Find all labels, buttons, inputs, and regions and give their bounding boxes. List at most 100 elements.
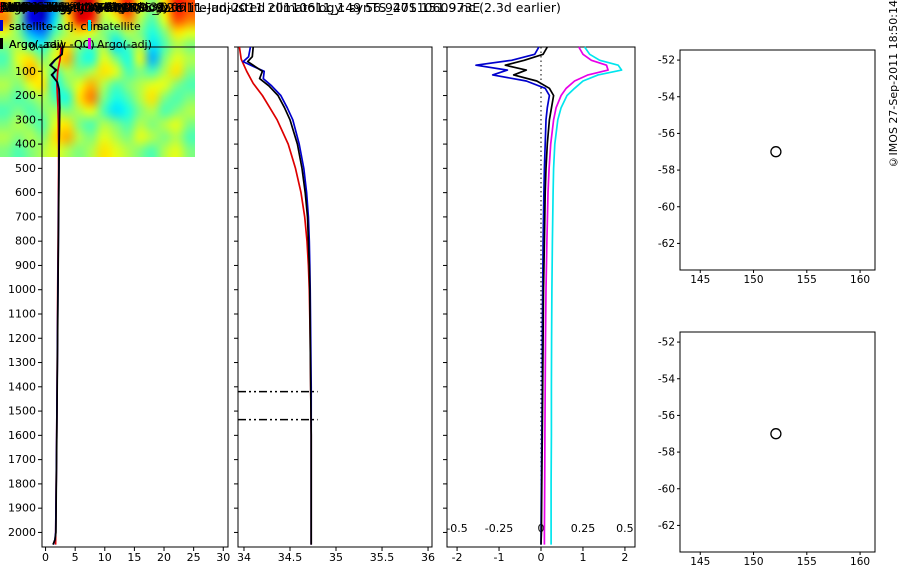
lon-tick-label: 150 bbox=[744, 556, 764, 568]
legend-column-header: temperature bbox=[0, 2, 70, 15]
legend-label: climatology bbox=[9, 2, 73, 15]
lat-tick-label: -52 bbox=[658, 337, 675, 349]
imos-copyright: ©IMOS 27-Sep-2011 18:50:14 bbox=[887, 0, 900, 169]
legend-column-header: salinity bbox=[88, 2, 128, 15]
x-tick-label: 34.5 bbox=[278, 551, 303, 564]
curve-argo-adj-s-diff bbox=[543, 46, 609, 545]
depth-tick-label: 800 bbox=[15, 235, 36, 248]
depth-tick-label: 1500 bbox=[8, 405, 36, 418]
depth-tick-label: 400 bbox=[15, 138, 36, 151]
sdiff-tick-label: 0.5 bbox=[616, 522, 634, 535]
legend-label: Argo(-adj) bbox=[97, 38, 152, 51]
lat-tick-label: -56 bbox=[658, 410, 675, 422]
legend-item: Argo(-adj) bbox=[88, 36, 152, 54]
depth-tick-label: 1700 bbox=[8, 453, 36, 466]
depth-tick-label: 100 bbox=[15, 65, 36, 78]
argo-float-position-marker bbox=[770, 146, 782, 158]
depth-tick-label: 1900 bbox=[8, 502, 36, 515]
x-tick-label: 36 bbox=[421, 551, 435, 564]
temperature-profile-frame bbox=[41, 46, 229, 548]
curve-climatology bbox=[238, 46, 313, 545]
lon-tick-label: 150 bbox=[744, 274, 764, 286]
lat-tick-label: -62 bbox=[658, 520, 675, 532]
salinity-profile-frame bbox=[237, 46, 433, 548]
temperature-axis-label: temperature (deg C) bbox=[0, 0, 119, 14]
argo-s-swatch bbox=[88, 38, 91, 49]
legend-item: Argo(-adj) bbox=[0, 36, 88, 54]
lon-tick-label: 155 bbox=[797, 556, 817, 568]
curve-argo-raw-qc- bbox=[49, 46, 64, 545]
x-tick-label: 5 bbox=[72, 551, 79, 564]
x-tick-label: 2 bbox=[621, 551, 628, 564]
salinity-axis-label: salinity bbox=[0, 0, 42, 14]
depth-tick-label: 1200 bbox=[8, 332, 36, 345]
legend-label: climatology bbox=[9, 2, 73, 15]
argo-t-swatch bbox=[0, 38, 3, 49]
sdiff-tick-label: 0.25 bbox=[571, 522, 596, 535]
x-tick-label: 1 bbox=[579, 551, 586, 564]
lat-tick-label: -54 bbox=[658, 91, 675, 103]
legend-item: climatology bbox=[0, 0, 107, 18]
lat-tick-label: -58 bbox=[658, 447, 675, 459]
depth-tick-label: 600 bbox=[15, 186, 36, 199]
x-tick-label: -1 bbox=[494, 551, 505, 564]
legend-label: satellite-adj. clim. bbox=[9, 20, 107, 33]
x-tick-label: 20 bbox=[157, 551, 171, 564]
depth-tick-label: 2000 bbox=[8, 526, 36, 539]
sdiff-tick-label: -0.5 bbox=[446, 522, 467, 535]
depth-tick-label: 900 bbox=[15, 259, 36, 272]
lon-tick-label: 155 bbox=[797, 274, 817, 286]
lat-tick-label: -60 bbox=[658, 201, 675, 213]
depth-tick-label: 1400 bbox=[8, 380, 36, 393]
lat-tick-label: -56 bbox=[658, 128, 675, 140]
depth-tick-label: 500 bbox=[15, 162, 36, 175]
depth-tick-label: 1800 bbox=[8, 477, 36, 490]
lon-tick-label: 145 bbox=[690, 274, 710, 286]
legend-label: Argo(..raw -QC) bbox=[9, 38, 95, 51]
pi-jamstec-annotation: PI: JAMSTEC bbox=[0, 0, 66, 13]
legend-label: satellite bbox=[97, 20, 141, 33]
jargo-annotation: J-ARGO bbox=[0, 0, 39, 13]
lon-tick-label: 160 bbox=[850, 274, 870, 286]
x-tick-label: 10 bbox=[98, 551, 112, 564]
legend-label: satellite-adj. clim. bbox=[9, 20, 107, 33]
depth-tick-label: 1100 bbox=[8, 307, 36, 320]
x-tick-label: 35 bbox=[329, 551, 343, 564]
legend-label: Argo(-adj) bbox=[9, 38, 64, 51]
lon-tick-label: 160 bbox=[850, 556, 870, 568]
depth-tick-label: 0 bbox=[29, 41, 36, 54]
lon-tick-label: 145 bbox=[690, 556, 710, 568]
x-tick-label: 34 bbox=[237, 551, 251, 564]
depth-tick-label: 1300 bbox=[8, 356, 36, 369]
depth-tick-label: 1000 bbox=[8, 283, 36, 296]
altimetric-sla-map-frame bbox=[679, 331, 876, 553]
lat-tick-label: -58 bbox=[658, 165, 675, 177]
lat-tick-label: -62 bbox=[658, 238, 675, 250]
curve-satellite-t-diff bbox=[475, 46, 551, 545]
x-tick-label: 0 bbox=[42, 551, 49, 564]
temperature-panel-legend: climatology satellite-adj. clim. Argo(..… bbox=[0, 0, 107, 54]
depth-tick-label: 200 bbox=[15, 89, 36, 102]
lat-tick-label: -52 bbox=[658, 55, 675, 67]
legend-item: satellite bbox=[0, 18, 88, 36]
depth-tick-label: 1600 bbox=[8, 429, 36, 442]
x-tick-label: 15 bbox=[127, 551, 141, 564]
climatology-line-swatch bbox=[0, 2, 3, 13]
figure-title-line2: Climatology: CARS2009. Satellite-adjuste… bbox=[0, 0, 561, 15]
satellite-t-swatch bbox=[0, 20, 3, 31]
sst-map-title: AMSR-E SST: 1.39 Argo: 1.35 bbox=[0, 0, 165, 14]
legend-label: Argo(..raw -QC) bbox=[9, 38, 95, 51]
legend-item: satellite bbox=[88, 18, 152, 36]
depth-tick-label: 300 bbox=[15, 113, 36, 126]
lat-tick-label: -54 bbox=[658, 373, 675, 385]
sdiff-axis-label: S difference from climatology bbox=[0, 0, 163, 13]
lat-tick-label: -60 bbox=[658, 483, 675, 495]
curve-argo-adj-t-diff bbox=[504, 46, 555, 545]
legend-label: satellite bbox=[9, 20, 53, 33]
altimetric-sla-heatmap bbox=[0, 0, 195, 157]
amsre-sst-map-frame bbox=[679, 49, 876, 271]
difference-panel-legend: temperature salinity satellite satellite… bbox=[0, 0, 152, 54]
figure-title-line1: Argo profile: JA 5901555_126 11-Jun-2011… bbox=[0, 0, 481, 15]
